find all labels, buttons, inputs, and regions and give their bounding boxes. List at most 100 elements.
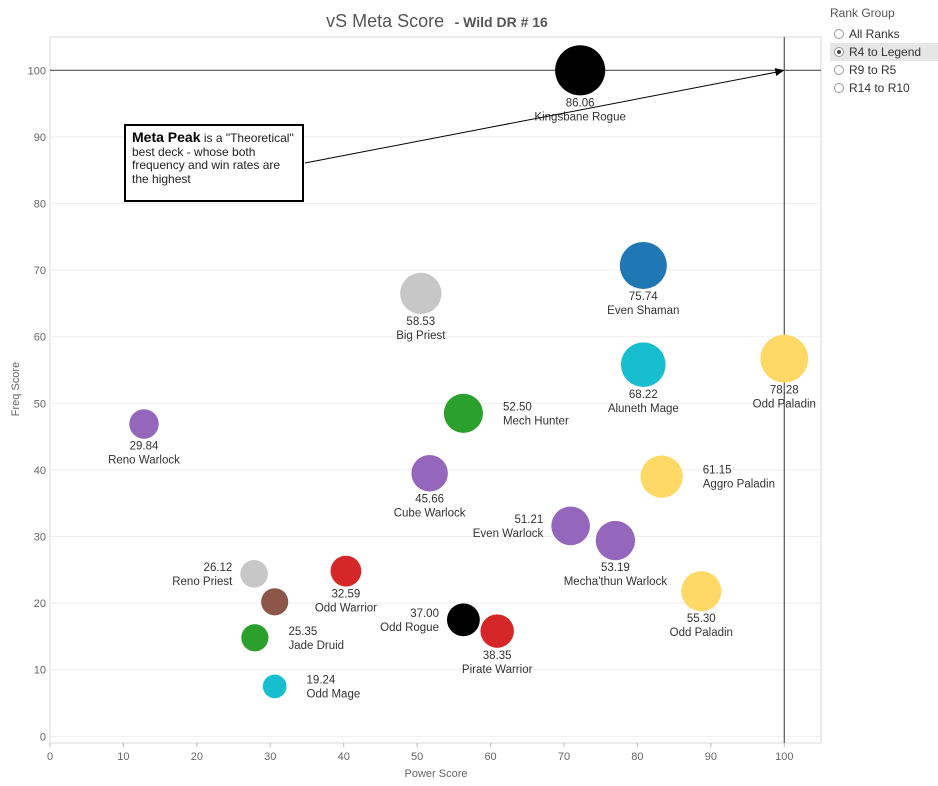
x-tick-label: 10 bbox=[117, 751, 129, 763]
point-score-label: 38.35 bbox=[483, 650, 512, 662]
point-name-label: Pirate Warrior bbox=[462, 664, 533, 676]
point-score-label: 26.12 bbox=[204, 562, 233, 574]
rank-option-all-ranks[interactable]: All Ranks bbox=[830, 25, 938, 43]
point-score-label: 61.15 bbox=[703, 465, 732, 477]
annotation-text: is a "Theoretical" best deck - whose bot… bbox=[132, 131, 294, 186]
point-score-label: 19.24 bbox=[307, 674, 336, 686]
annotation-arrow-line bbox=[304, 71, 779, 164]
data-point bbox=[241, 624, 269, 652]
point-name-label: Aggro Paladin bbox=[703, 479, 775, 491]
annotation-bold: Meta Peak bbox=[132, 129, 201, 145]
rank-option-label: All Ranks bbox=[849, 27, 900, 41]
point-score-label: 45.66 bbox=[415, 493, 444, 505]
plot-frame bbox=[49, 36, 822, 744]
annotation-arrowhead bbox=[774, 68, 785, 76]
radio-icon[interactable] bbox=[834, 29, 844, 39]
meta-peak-annotation: Meta Peak is a "Theoretical" best deck -… bbox=[124, 124, 304, 202]
data-point bbox=[619, 241, 667, 289]
point-score-label: 52.50 bbox=[503, 401, 532, 413]
y-axis-title: Freq Score bbox=[10, 362, 22, 416]
y-tick-label: 80 bbox=[34, 199, 46, 211]
point-name-label: Reno Warlock bbox=[108, 455, 180, 467]
radio-icon[interactable] bbox=[834, 47, 844, 57]
point-score-label: 58.53 bbox=[406, 316, 435, 328]
point-score-label: 86.06 bbox=[566, 97, 595, 109]
point-name-label: Jade Druid bbox=[288, 640, 344, 652]
x-tick-label: 90 bbox=[705, 751, 717, 763]
y-tick-label: 30 bbox=[34, 532, 46, 544]
point-score-label: 51.21 bbox=[515, 514, 544, 526]
data-point bbox=[400, 272, 442, 315]
data-point bbox=[129, 409, 159, 439]
y-tick-label: 20 bbox=[34, 598, 46, 610]
data-point bbox=[640, 455, 683, 498]
data-point bbox=[681, 571, 722, 612]
point-name-label: Even Shaman bbox=[607, 305, 679, 317]
data-point bbox=[262, 674, 287, 699]
point-name-label: Odd Mage bbox=[307, 688, 361, 700]
point-name-label: Mecha'thun Warlock bbox=[564, 576, 668, 588]
data-point bbox=[443, 393, 483, 433]
point-name-label: Kingsbane Rogue bbox=[534, 111, 625, 123]
point-score-label: 75.74 bbox=[629, 291, 658, 303]
point-score-label: 29.84 bbox=[130, 441, 159, 453]
x-tick-label: 60 bbox=[484, 751, 496, 763]
point-score-label: 68.22 bbox=[629, 389, 658, 401]
radio-icon[interactable] bbox=[834, 83, 844, 93]
rank-option-r4-to-legend[interactable]: R4 to Legend bbox=[830, 43, 938, 61]
x-tick-label: 0 bbox=[47, 751, 53, 763]
point-name-label: Cube Warlock bbox=[394, 507, 466, 519]
data-point bbox=[760, 334, 809, 383]
y-tick-label: 10 bbox=[34, 665, 46, 677]
data-point bbox=[240, 560, 268, 588]
point-name-label: Mech Hunter bbox=[503, 415, 569, 427]
plot-area: 0 10 20 30 40 50 60 70 80 90 100 0 10 20 30 40 50 60 70 80 9… bbox=[28, 36, 822, 763]
x-tick-label: 50 bbox=[411, 751, 423, 763]
point-name-label: Odd Warrior bbox=[315, 603, 377, 615]
point-name-label: Odd Paladin bbox=[670, 627, 733, 639]
x-tick-label: 80 bbox=[631, 751, 643, 763]
chart-title: vS Meta Score - Wild DR # 16 bbox=[326, 11, 548, 31]
data-point bbox=[446, 603, 480, 637]
x-tick-label: 30 bbox=[264, 751, 276, 763]
y-tick-label: 100 bbox=[28, 65, 46, 77]
y-tick-label: 0 bbox=[40, 731, 46, 743]
x-tick-label: 70 bbox=[558, 751, 570, 763]
chart-title-main: vS Meta Score bbox=[326, 11, 444, 31]
data-point bbox=[261, 588, 289, 616]
point-name-label: Big Priest bbox=[396, 330, 446, 342]
y-tick-label: 60 bbox=[34, 332, 46, 344]
point-score-label: 55.30 bbox=[687, 613, 716, 625]
data-point bbox=[555, 45, 606, 96]
legend-title: Rank Group bbox=[830, 6, 895, 20]
x-tick-label: 20 bbox=[191, 751, 203, 763]
rank-option-label: R4 to Legend bbox=[849, 45, 922, 59]
x-axis-title: Power Score bbox=[405, 768, 468, 780]
rank-group-filter: Rank Group All Ranks R4 to Legend R9 to … bbox=[830, 6, 938, 97]
point-score-label: 37.00 bbox=[410, 608, 439, 620]
point-name-label: Aluneth Mage bbox=[608, 403, 679, 415]
data-point bbox=[621, 342, 666, 387]
rank-option-r14-to-r10[interactable]: R14 to R10 bbox=[830, 79, 938, 97]
point-score-label: 32.59 bbox=[332, 589, 361, 601]
point-score-label: 25.35 bbox=[288, 626, 317, 638]
y-tick-label: 50 bbox=[34, 398, 46, 410]
data-point bbox=[595, 520, 636, 561]
point-name-label: Reno Priest bbox=[172, 576, 233, 588]
rank-option-label: R14 to R10 bbox=[849, 81, 910, 95]
point-name-label: Odd Rogue bbox=[380, 622, 439, 634]
rank-option-r9-to-r5[interactable]: R9 to R5 bbox=[830, 61, 938, 79]
data-point bbox=[411, 455, 448, 492]
x-tick-label: 100 bbox=[775, 751, 793, 763]
y-tick-label: 40 bbox=[34, 465, 46, 477]
data-point bbox=[330, 555, 362, 587]
data-point bbox=[551, 506, 590, 546]
radio-icon[interactable] bbox=[834, 65, 844, 75]
point-name-label: Even Warlock bbox=[473, 528, 544, 540]
point-score-label: 53.19 bbox=[601, 562, 630, 574]
point-score-label: 78.28 bbox=[770, 385, 799, 397]
rank-option-label: R9 to R5 bbox=[849, 63, 897, 77]
y-tick-label: 90 bbox=[34, 132, 46, 144]
y-tick-label: 70 bbox=[34, 265, 46, 277]
